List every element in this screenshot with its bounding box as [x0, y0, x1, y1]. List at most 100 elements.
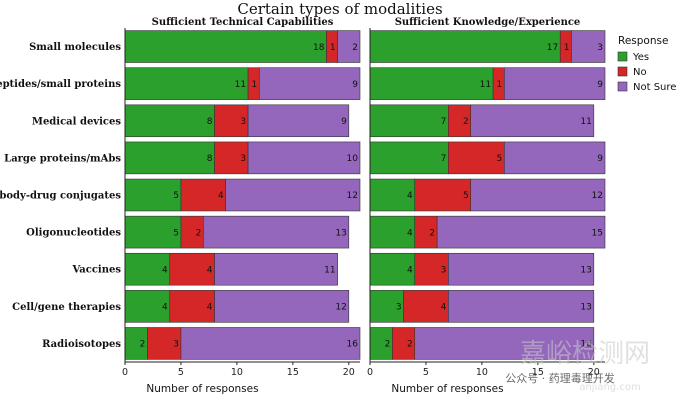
bar-2-large-proteins-mabs-no	[448, 141, 505, 175]
bar-2-vaccines-not-sure	[448, 252, 595, 286]
category-label-peptides-small-proteins: Peptides/small proteins	[0, 79, 121, 90]
data-label-2-oligonucleotides-not-sure: 15	[592, 228, 603, 238]
category-label-radioisotopes: Radioisotopes	[42, 339, 121, 350]
data-label-2-peptides-small-proteins-not-sure: 9	[597, 80, 603, 90]
bar-1-cell-gene-therapies-no	[169, 290, 215, 323]
data-label-1-oligonucleotides-no: 2	[196, 228, 202, 238]
category-label-oligonucleotides: Oligonucleotides	[26, 228, 121, 239]
data-label-2-antibody-drug-conjugates-not-sure: 12	[592, 191, 603, 201]
bar-1-antibody-drug-conjugates-no	[180, 178, 227, 212]
category-label-medical-devices: Medical devices	[32, 116, 121, 127]
legend-swatch-yes	[617, 51, 628, 62]
data-label-2-small-molecules-yes: 17	[547, 43, 558, 53]
bar-2-peptides-small-proteins-not-sure	[503, 67, 606, 100]
bar-2-cell-gene-therapies-yes	[369, 290, 404, 323]
data-label-1-antibody-drug-conjugates-yes: 5	[173, 191, 179, 201]
data-label-2-small-molecules-no: 1	[564, 43, 570, 53]
panel-title-1: Sufficient Technical Capabilities	[152, 17, 334, 28]
data-label-1-radioisotopes-no: 3	[173, 340, 179, 350]
bar-1-radioisotopes-no	[147, 327, 182, 360]
bar-1-peptides-small-proteins-yes	[124, 67, 249, 100]
data-label-2-cell-gene-therapies-yes: 3	[396, 303, 402, 313]
data-label-2-large-proteins-mabs-no: 5	[497, 154, 503, 164]
watermark: 嘉峪检测网 anjiang.com 公众号 · 药理毒理开发	[505, 339, 650, 393]
data-label-2-large-proteins-mabs-yes: 7	[441, 154, 447, 164]
bar-2-oligonucleotides-yes	[369, 215, 416, 249]
data-label-2-peptides-small-proteins-yes: 11	[480, 80, 491, 90]
legend-label-no: No	[633, 67, 647, 78]
data-label-1-vaccines-no: 4	[207, 265, 213, 275]
bar-2-large-proteins-mabs-yes	[369, 141, 449, 175]
data-label-1-peptides-small-proteins-yes: 11	[235, 80, 246, 90]
data-label-1-large-proteins-mabs-no: 3	[240, 154, 246, 164]
legend-label-not-sure: Not Sure	[633, 82, 676, 93]
bar-2-small-molecules-not-sure	[571, 30, 606, 63]
x-tick-label-1-10: 10	[231, 367, 243, 378]
data-label-1-cell-gene-therapies-no: 4	[207, 303, 213, 313]
data-label-1-antibody-drug-conjugates-not-sure: 12	[347, 191, 358, 201]
data-label-1-cell-gene-therapies-yes: 4	[162, 303, 168, 313]
chart-title: Certain types of modalities	[237, 0, 442, 18]
data-label-2-vaccines-no: 3	[441, 265, 447, 275]
x-tick-label-2-5: 5	[423, 367, 429, 378]
data-label-2-cell-gene-therapies-no: 4	[441, 303, 447, 313]
data-label-2-peptides-small-proteins-no: 1	[497, 80, 503, 90]
data-label-2-medical-devices-no: 2	[463, 117, 469, 127]
bar-1-medical-devices-yes	[124, 104, 215, 138]
x-tick-label-1-5: 5	[178, 367, 184, 378]
data-label-1-small-molecules-yes: 18	[313, 43, 325, 53]
category-label-antibody-drug-conjugates: Antibody-drug conjugates	[0, 191, 121, 202]
bar-2-radioisotopes-not-sure	[414, 327, 595, 360]
x-tick-label-1-20: 20	[343, 367, 355, 378]
data-label-2-small-molecules-not-sure: 3	[597, 43, 603, 53]
bar-1-small-molecules-not-sure	[337, 30, 361, 63]
panel-title-2: Sufficient Knowledge/Experience	[395, 17, 581, 28]
bar-1-medical-devices-no	[214, 104, 249, 138]
data-label-2-cell-gene-therapies-not-sure: 13	[580, 303, 591, 313]
watermark-url: anjiang.com	[579, 382, 640, 393]
legend-title: Response	[618, 35, 668, 47]
data-label-1-peptides-small-proteins-not-sure: 9	[352, 80, 358, 90]
x-tick-label-2-0: 0	[367, 367, 373, 378]
data-label-1-medical-devices-yes: 8	[207, 117, 213, 127]
legend: Response Yes No Not Sure	[617, 35, 676, 93]
data-label-1-large-proteins-mabs-yes: 8	[207, 154, 213, 164]
x-tick-label-2-10: 10	[476, 367, 488, 378]
data-label-1-small-molecules-no: 1	[330, 43, 336, 53]
category-label-vaccines: Vaccines	[71, 265, 121, 276]
data-label-2-vaccines-not-sure: 13	[580, 265, 591, 275]
bar-1-large-proteins-mabs-not-sure	[247, 141, 361, 175]
legend-label-yes: Yes	[632, 52, 649, 63]
bar-1-oligonucleotides-yes	[124, 215, 182, 249]
data-label-1-oligonucleotides-yes: 5	[173, 228, 179, 238]
bar-1-radioisotopes-not-sure	[180, 327, 361, 360]
bar-2-cell-gene-therapies-not-sure	[448, 290, 595, 323]
data-label-1-radioisotopes-not-sure: 16	[347, 340, 359, 350]
data-label-1-large-proteins-mabs-not-sure: 10	[347, 154, 359, 164]
data-label-1-vaccines-not-sure: 11	[324, 265, 335, 275]
bar-1-medical-devices-not-sure	[247, 104, 350, 138]
data-label-2-radioisotopes-no: 2	[407, 340, 413, 350]
data-label-2-oligonucleotides-no: 2	[429, 228, 435, 238]
bar-2-peptides-small-proteins-yes	[369, 67, 494, 100]
data-label-2-antibody-drug-conjugates-yes: 4	[407, 191, 413, 201]
bar-2-vaccines-no	[414, 252, 449, 286]
bar-2-medical-devices-yes	[369, 104, 449, 138]
x-axis-label-2: Number of responses	[391, 383, 503, 395]
watermark-account: 公众号 · 药理毒理开发	[505, 371, 615, 385]
category-label-cell-gene-therapies: Cell/gene therapies	[12, 302, 121, 313]
category-label-small-molecules: Small molecules	[29, 42, 121, 53]
bar-1-large-proteins-mabs-no	[214, 141, 249, 175]
legend-swatch-no	[617, 66, 628, 77]
x-tick-label-2-20: 20	[588, 367, 600, 378]
data-label-2-medical-devices-not-sure: 11	[580, 117, 591, 127]
data-label-2-oligonucleotides-yes: 4	[407, 228, 413, 238]
bar-1-vaccines-not-sure	[214, 252, 338, 286]
bar-1-antibody-drug-conjugates-yes	[124, 178, 182, 212]
data-label-1-medical-devices-not-sure: 9	[341, 117, 347, 127]
bar-1-antibody-drug-conjugates-not-sure	[225, 178, 361, 212]
data-label-2-radioisotopes-not-sure: 16	[580, 340, 592, 350]
bar-2-large-proteins-mabs-not-sure	[503, 141, 606, 175]
